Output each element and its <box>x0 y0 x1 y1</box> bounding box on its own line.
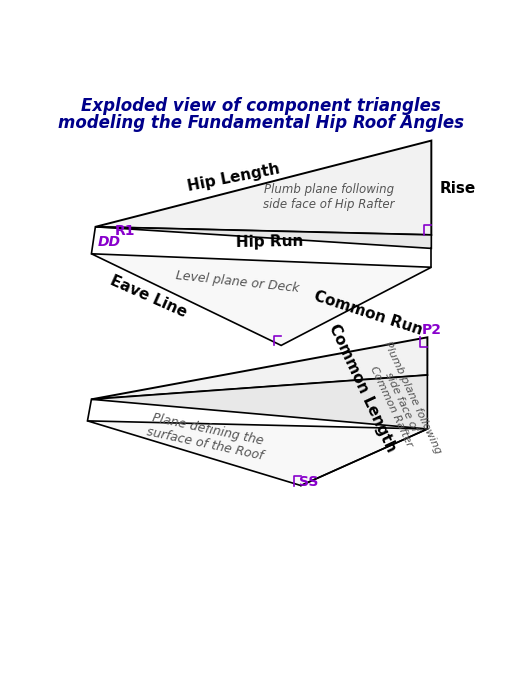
Text: R1: R1 <box>115 224 135 238</box>
Polygon shape <box>91 375 427 429</box>
Text: P2: P2 <box>420 323 441 337</box>
Text: Exploded view of component triangles: Exploded view of component triangles <box>81 97 440 116</box>
Text: Common Length: Common Length <box>325 322 398 455</box>
Text: Plumb plane following
side face of
Common Rafter: Plumb plane following side face of Commo… <box>360 340 442 465</box>
Text: SS: SS <box>298 475 318 489</box>
Text: Eave Line: Eave Line <box>108 273 189 320</box>
Text: Rise: Rise <box>439 181 475 196</box>
Polygon shape <box>91 254 431 345</box>
Text: Hip Run: Hip Run <box>235 234 302 250</box>
Text: modeling the Fundamental Hip Roof Angles: modeling the Fundamental Hip Roof Angles <box>58 113 464 132</box>
Text: Common Run: Common Run <box>312 288 423 337</box>
Text: Level plane or Deck: Level plane or Deck <box>175 270 299 295</box>
Polygon shape <box>88 421 427 486</box>
Polygon shape <box>95 227 431 248</box>
Text: DD: DD <box>97 235 120 249</box>
Text: Plumb plane following
side face of Hip Rafter: Plumb plane following side face of Hip R… <box>262 183 393 211</box>
Text: Plane defining the
surface of the Roof: Plane defining the surface of the Roof <box>145 411 267 463</box>
Polygon shape <box>95 141 431 235</box>
Text: Hip Length: Hip Length <box>186 162 280 194</box>
Polygon shape <box>91 337 427 399</box>
